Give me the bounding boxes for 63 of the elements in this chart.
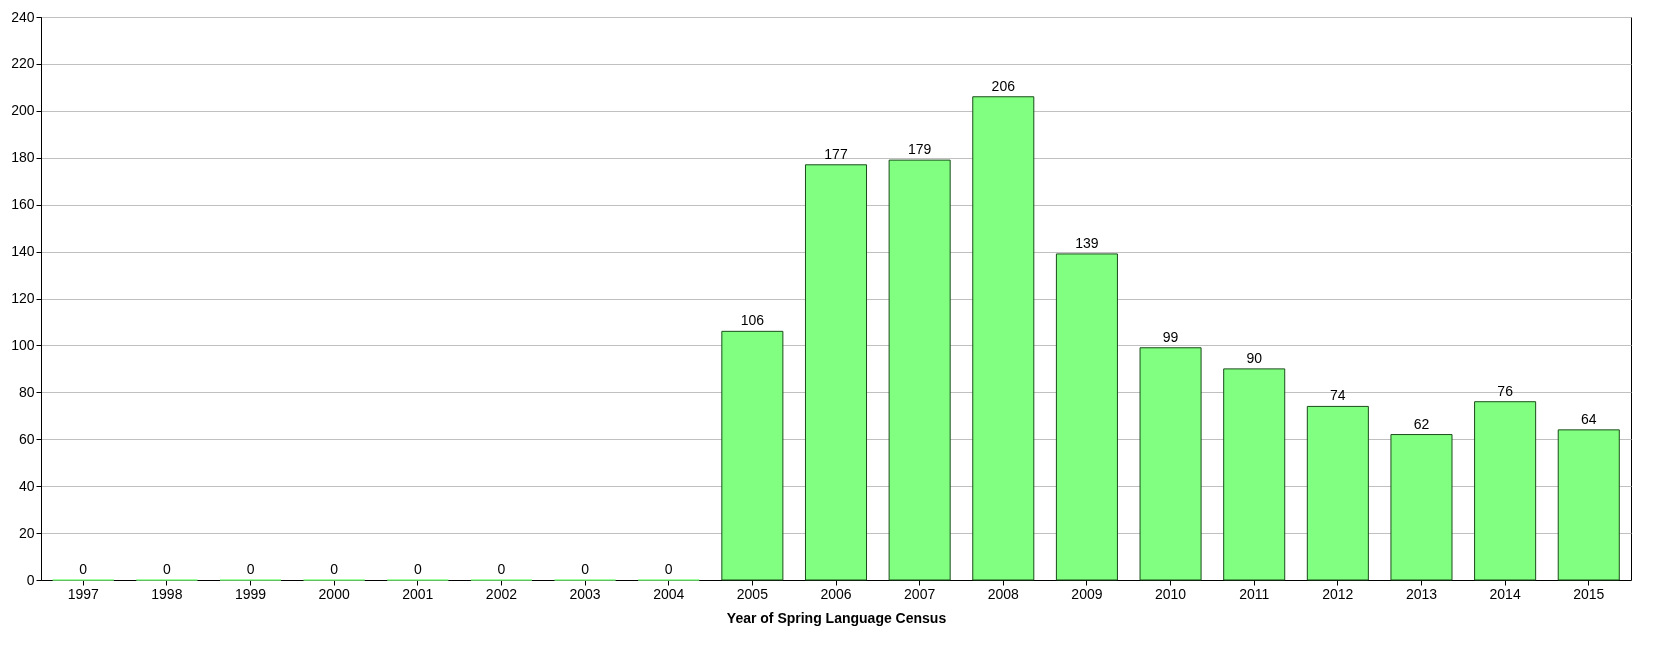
data-label: 0 [581,561,590,577]
data-label: 177 [824,145,848,162]
x-tick-label: 2007 [904,585,936,602]
bar [721,330,784,581]
data-label: 0 [79,561,88,577]
x-tick-label: 2006 [820,585,852,602]
x-tick-label: 1997 [67,585,100,602]
y-tick-label: 0 [26,571,35,588]
data-label: 106 [740,312,765,329]
data-label: 90 [1246,349,1263,366]
data-label: 0 [664,561,673,577]
bar [1223,368,1286,581]
bar [804,164,868,581]
data-label: 0 [162,561,171,577]
data-label: 0 [413,561,422,577]
x-tick-label: 2003 [569,585,601,602]
x-tick-label: 2009 [1071,585,1103,602]
x-axis-title: Year of Spring Language Census [726,609,947,626]
bar [1055,253,1118,581]
y-tick-label: 220 [11,55,35,72]
x-tick-label: 1998 [151,585,183,602]
x-tick-label: 2014 [1489,585,1521,602]
x-tick-label: 2010 [1154,585,1187,602]
y-tick-label: 20 [18,524,35,541]
x-tick-label: 2013 [1405,585,1438,602]
data-label: 139 [1075,234,1099,251]
y-tick-label: 40 [18,477,35,494]
x-tick-label: 2011 [1239,585,1270,602]
y-tick-label: 200 [11,102,35,119]
y-tick-label: 160 [11,196,35,213]
data-label: 0 [330,561,339,577]
y-tick-label: 180 [11,149,35,166]
bar [972,96,1035,581]
y-tick-label: 120 [11,290,35,306]
data-label: 62 [1413,415,1430,432]
bar [1306,405,1369,581]
x-tick-label: 2005 [736,585,769,602]
y-tick-label: 60 [18,430,35,447]
bar [1139,347,1202,581]
bar [1390,434,1453,581]
data-label: 64 [1580,410,1597,427]
x-tick-label: 2000 [318,585,350,602]
y-tick-label: 100 [11,336,35,353]
y-tick-label: 140 [11,243,35,260]
data-label: 76 [1497,382,1514,399]
y-tick-label: 80 [18,383,35,400]
y-tick-label: 240 [11,8,35,25]
x-tick-label: 1999 [234,585,267,602]
x-tick-label: 2002 [485,585,518,602]
bar [1557,429,1620,581]
x-tick-label: 2004 [653,585,685,602]
data-label: 99 [1162,328,1179,345]
data-label: 179 [907,141,932,158]
data-label: 0 [246,561,255,577]
x-tick-label: 2001 [402,585,434,602]
x-tick-label: 2012 [1322,585,1354,602]
data-label: 0 [497,561,506,577]
data-label: 74 [1330,387,1346,404]
x-tick-label: 2008 [987,585,1020,602]
x-tick-label: 2015 [1573,585,1605,602]
bar [888,159,951,581]
bar [1474,401,1537,581]
data-label: 206 [991,77,1016,94]
